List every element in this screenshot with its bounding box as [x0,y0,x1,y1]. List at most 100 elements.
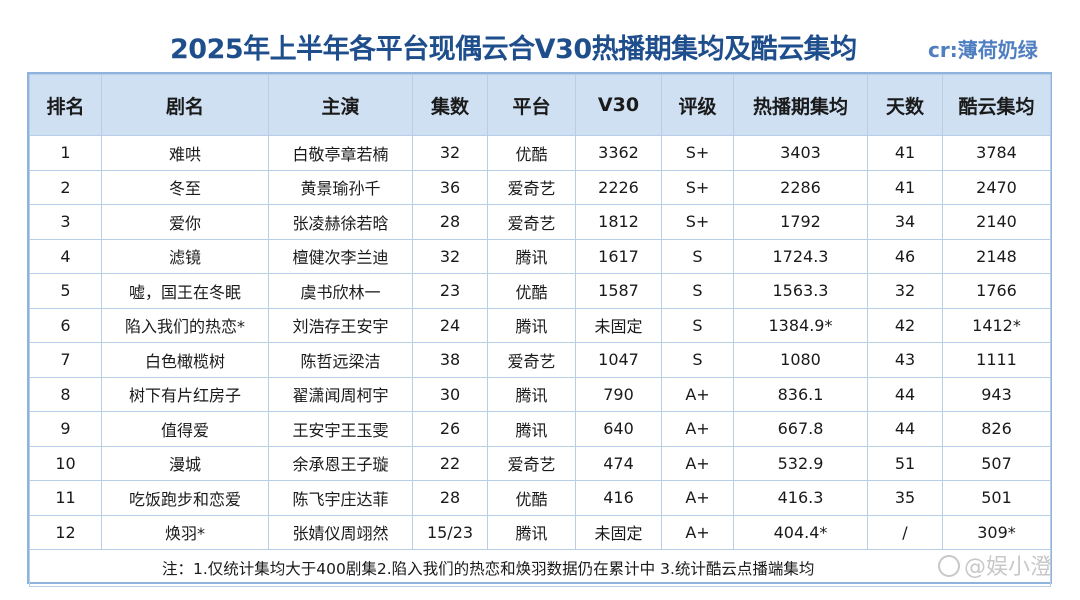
cell-episodes: 38 [412,342,488,378]
cell-platform: 腾讯 [487,238,576,274]
cell-grade: A+ [661,376,734,412]
table-row: 9 值得爱 王安宇王玉雯 26 腾讯 640 A+ 667.8 44 826 [29,411,1051,447]
table-row: 11 吃饭跑步和恋爱 陈飞宇庄达菲 28 优酷 416 A+ 416.3 35 501 [29,480,1051,516]
cell-episodes: 24 [412,307,488,343]
cell-days: 51 [867,445,943,481]
cell-peak-avg: 416.3 [733,480,868,516]
cell-v30: 790 [575,376,662,412]
cell-kuyun-avg: 2140 [942,204,1051,240]
cell-episodes: 23 [412,273,488,309]
table-row: 2 冬至 黄景瑜孙千 36 爱奇艺 2226 S+ 2286 41 2470 [29,169,1051,205]
cell-cast: 陈飞宇庄达菲 [268,480,413,516]
cell-peak-avg: 667.8 [733,411,868,447]
cell-v30: 1812 [575,204,662,240]
header-days: 天数 [867,74,943,136]
cell-platform: 腾讯 [487,514,576,550]
cell-platform: 优酷 [487,273,576,309]
cell-cast: 陈哲远梁洁 [268,342,413,378]
cell-v30: 474 [575,445,662,481]
cell-title: 爱你 [101,204,269,240]
cell-title: 冬至 [101,169,269,205]
cell-v30: 1587 [575,273,662,309]
cell-cast: 余承恩王子璇 [268,445,413,481]
cell-peak-avg: 1080 [733,342,868,378]
page-title: 2025年上半年各平台现偶云合V30热播期集均及酷云集均 [170,34,857,65]
table-row: 3 爱你 张凌赫徐若晗 28 爱奇艺 1812 S+ 1792 34 2140 [29,204,1051,240]
cell-title: 嘘，国王在冬眠 [101,273,269,309]
cell-kuyun-avg: 501 [942,480,1051,516]
table-row: 8 树下有片红房子 翟潇闻周柯宇 30 腾讯 790 A+ 836.1 44 943 [29,376,1051,412]
cell-title: 焕羽* [101,514,269,550]
cell-grade: S [661,342,734,378]
header-grade: 评级 [661,74,734,136]
cell-title: 陷入我们的热恋* [101,307,269,343]
cell-platform: 爱奇艺 [487,204,576,240]
cell-episodes: 32 [412,135,488,171]
cell-episodes: 26 [412,411,488,447]
cell-title: 吃饭跑步和恋爱 [101,480,269,516]
cell-grade: S [661,238,734,274]
cell-peak-avg: 404.4* [733,514,868,550]
cell-episodes: 28 [412,204,488,240]
cell-platform: 优酷 [487,480,576,516]
cell-days: / [867,514,943,550]
cell-v30: 1047 [575,342,662,378]
header-v30: V30 [575,74,662,136]
header-episodes: 集数 [412,74,488,136]
cell-rank: 7 [29,342,102,378]
cell-v30: 640 [575,411,662,447]
cell-episodes: 32 [412,238,488,274]
table-note: 注：1.仅统计集均大于400剧集2.陷入我们的热恋和焕羽数据仍在累计中 3.统计… [29,549,1051,587]
cell-kuyun-avg: 507 [942,445,1051,481]
cell-peak-avg: 1724.3 [733,238,868,274]
cell-grade: S+ [661,135,734,171]
cell-rank: 5 [29,273,102,309]
cell-peak-avg: 836.1 [733,376,868,412]
cell-title: 值得爱 [101,411,269,447]
cell-peak-avg: 1792 [733,204,868,240]
cell-rank: 1 [29,135,102,171]
cell-kuyun-avg: 2148 [942,238,1051,274]
table-row: 7 白色橄榄树 陈哲远梁洁 38 爱奇艺 1047 S 1080 43 1111 [29,342,1051,378]
cell-episodes: 28 [412,480,488,516]
cell-rank: 12 [29,514,102,550]
header-title: 剧名 [101,74,269,136]
cell-episodes: 22 [412,445,488,481]
cell-days: 46 [867,238,943,274]
cell-v30: 未固定 [575,307,662,343]
cell-days: 42 [867,307,943,343]
cell-kuyun-avg: 826 [942,411,1051,447]
cell-grade: S [661,273,734,309]
cell-cast: 檀健次李兰迪 [268,238,413,274]
cell-episodes: 30 [412,376,488,412]
cell-title: 白色橄榄树 [101,342,269,378]
cell-grade: S+ [661,169,734,205]
cell-days: 43 [867,342,943,378]
table-row: 4 滤镜 檀健次李兰迪 32 腾讯 1617 S 1724.3 46 2148 [29,238,1051,274]
cell-days: 35 [867,480,943,516]
cell-kuyun-avg: 309* [942,514,1051,550]
cell-kuyun-avg: 3784 [942,135,1051,171]
cell-rank: 9 [29,411,102,447]
cell-cast: 王安宇王玉雯 [268,411,413,447]
cell-rank: 8 [29,376,102,412]
cell-peak-avg: 532.9 [733,445,868,481]
cell-grade: A+ [661,445,734,481]
cell-platform: 腾讯 [487,411,576,447]
cell-cast: 虞书欣林一 [268,273,413,309]
cell-cast: 刘浩存王安宇 [268,307,413,343]
cell-kuyun-avg: 943 [942,376,1051,412]
header-cast: 主演 [268,74,413,136]
header-rank: 排名 [29,74,102,136]
cell-rank: 10 [29,445,102,481]
cell-days: 41 [867,135,943,171]
weibo-icon [938,555,960,577]
ranking-table: 排名 剧名 主演 集数 平台 V30 评级 热播期集均 天数 酷云集均 1 难哄 白敬亭章若楠 32 优酷… [29,74,1051,587]
cell-title: 滤镜 [101,238,269,274]
header-platform: 平台 [487,74,576,136]
cell-rank: 11 [29,480,102,516]
cell-grade: A+ [661,480,734,516]
cell-peak-avg: 1563.3 [733,273,868,309]
cell-days: 32 [867,273,943,309]
cell-platform: 爱奇艺 [487,445,576,481]
